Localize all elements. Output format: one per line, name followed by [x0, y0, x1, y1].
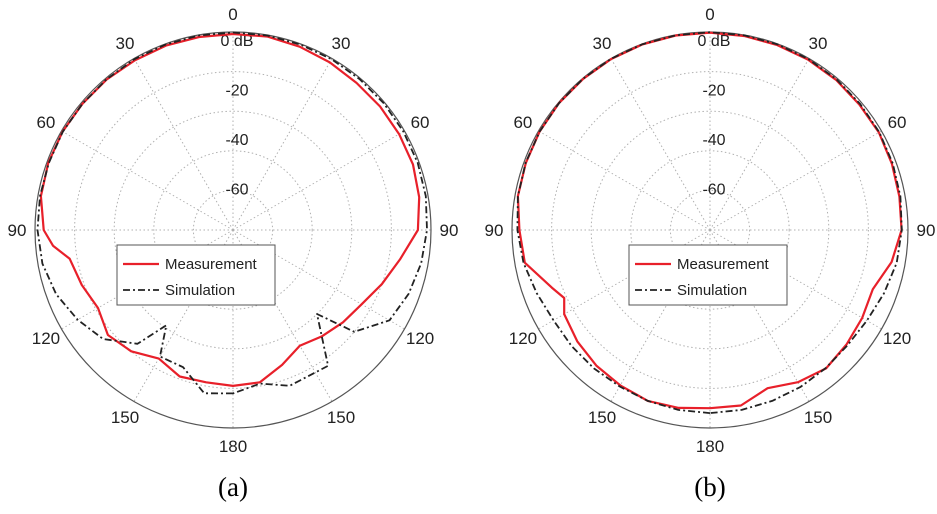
radial-grid-ring [551, 71, 869, 389]
radial-tick-label: -40 [702, 132, 725, 149]
legend-label-measurement: Measurement [165, 256, 258, 273]
angle-tick-label: 150 [111, 408, 139, 427]
radial-grid-ring [590, 110, 830, 350]
angle-tick-label: 60 [411, 113, 430, 132]
series-measurement-line [516, 31, 903, 410]
legend-box [116, 244, 276, 306]
angular-grid-spoke [232, 58, 333, 231]
angle-tick-label: 0 [705, 5, 714, 24]
angle-tick-label: 90 [917, 221, 936, 240]
angle-tick-label: 150 [804, 408, 832, 427]
angle-tick-label: 30 [332, 34, 351, 53]
angle-tick-label: 180 [696, 437, 724, 456]
angle-tick-label: 90 [440, 221, 459, 240]
radial-grid-ring [630, 150, 790, 310]
radial-grid-ring [669, 189, 751, 271]
angle-tick-label: 30 [593, 34, 612, 53]
angle-tick-label: 60 [888, 113, 907, 132]
radial-tick-label: 0 dB [698, 33, 731, 50]
angular-grid-spoke [709, 130, 882, 231]
radial-grid-ring [113, 110, 353, 350]
legend: Measurement Simulation [628, 244, 788, 306]
angular-grid-spoke [709, 58, 810, 231]
radial-tick-label: 0 dB [221, 33, 254, 50]
radial-tick-label: -60 [702, 182, 725, 199]
angular-grid-spoke [133, 58, 234, 231]
angle-tick-label: 120 [509, 329, 537, 348]
subfigure-caption: (b) [694, 472, 725, 502]
radial-grid-ring [74, 71, 392, 389]
radial-tick-label: -60 [225, 182, 248, 199]
legend: Measurement Simulation [116, 244, 276, 306]
angle-tick-label: 60 [36, 113, 55, 132]
angle-tick-label: 90 [485, 221, 504, 240]
angle-tick-label: 120 [406, 329, 434, 348]
angular-grid-spoke [232, 130, 405, 231]
angle-tick-label: 120 [32, 329, 60, 348]
legend-label-simulation: Simulation [677, 282, 747, 299]
angle-tick-label: 30 [809, 34, 828, 53]
series-measurement-line [39, 32, 421, 387]
angle-tick-label: 150 [588, 408, 616, 427]
radial-grid-ring [192, 189, 274, 271]
angular-grid-spoke [61, 130, 234, 231]
polar-chart-a: 0 30 30 60 60 90 90 120 120 150 150 180 0 dB -20 -40 -6… [8, 5, 459, 502]
angular-grid-spoke [538, 130, 711, 231]
angle-tick-label: 30 [116, 34, 135, 53]
legend-box [628, 244, 788, 306]
radial-tick-label: -20 [702, 83, 725, 100]
radial-grid-ring [153, 150, 313, 310]
angle-tick-label: 0 [228, 5, 237, 24]
radial-tick-label: -40 [225, 132, 248, 149]
angle-tick-label: 60 [513, 113, 532, 132]
legend-label-measurement: Measurement [677, 256, 770, 273]
angular-grid-spoke [610, 58, 711, 231]
radial-tick-label: -20 [225, 83, 248, 100]
subfigure-caption: (a) [218, 472, 248, 502]
angle-tick-label: 120 [883, 329, 911, 348]
angle-tick-label: 90 [8, 221, 27, 240]
polar-chart-b: 0 30 30 60 60 90 90 120 120 150 150 180 0 dB -20 -40 -6… [485, 5, 936, 502]
legend-label-simulation: Simulation [165, 282, 235, 299]
angle-tick-label: 150 [327, 408, 355, 427]
angle-tick-label: 180 [219, 437, 247, 456]
